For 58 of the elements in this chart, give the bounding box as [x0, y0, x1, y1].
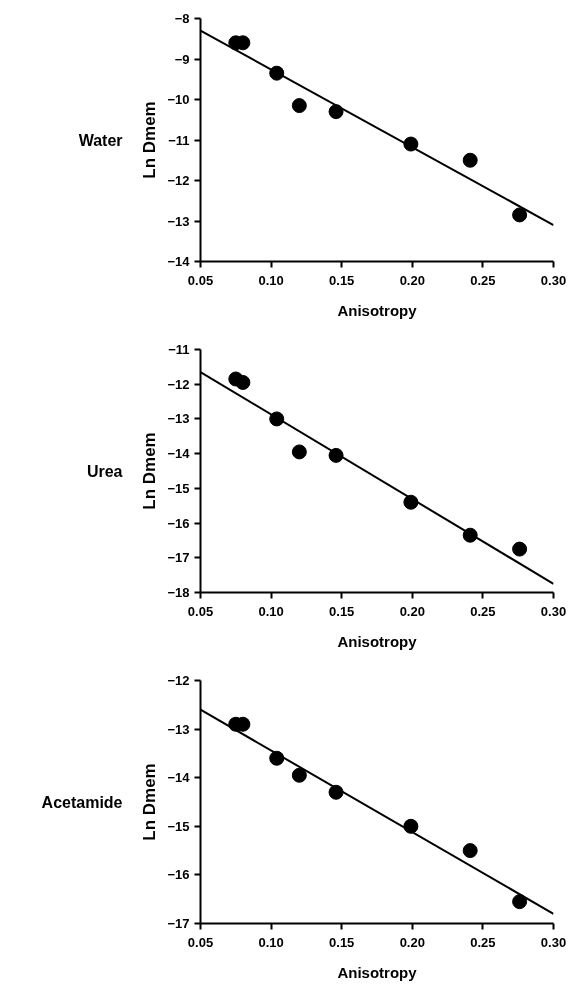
y-tick-label: −10	[167, 92, 190, 107]
y-tick-label: −14	[167, 254, 191, 269]
x-tick-label: 0.05	[187, 603, 214, 619]
x-tick-label: 0.30	[540, 603, 567, 619]
text: Urea	[86, 462, 123, 480]
text: Acetamide	[41, 793, 123, 811]
y-axis-title: Ln Dmem	[140, 101, 160, 179]
y-tick-label: −12	[167, 376, 190, 392]
y-tick-label: −14	[167, 770, 191, 786]
x-tick-label: 0.15	[329, 934, 355, 950]
point	[291, 98, 307, 114]
x-tick-label: 0.25	[470, 603, 496, 619]
x-tick-label: 0.25	[470, 934, 496, 950]
x-tick-label: 0.10	[258, 272, 284, 288]
y-tick-label: −13	[167, 721, 190, 737]
x-tick-label: 0.30	[540, 934, 567, 950]
y-tick-label: −11	[168, 132, 190, 148]
y-tick-label: −8	[174, 11, 190, 26]
x-tick-label: 0.10	[258, 934, 284, 950]
y-tick-label: −11	[168, 342, 190, 357]
y-tick-label: −18	[167, 585, 190, 600]
point	[512, 207, 528, 223]
point	[462, 152, 478, 168]
y-tick-label: −17	[167, 550, 190, 566]
point	[235, 374, 251, 390]
y-tick-label: −17	[167, 916, 190, 931]
point	[462, 843, 478, 859]
point	[328, 104, 344, 120]
x-tick-label: 0.25	[470, 272, 496, 288]
x-tick-label: 0.15	[329, 603, 355, 619]
x-tick-label: 0.05	[187, 934, 214, 950]
x-tick-label: 0.20	[399, 934, 425, 950]
y-axis-title: Ln Dmem	[140, 763, 160, 841]
y-tick-label: −12	[167, 173, 190, 188]
x-tick-label: 0.20	[399, 272, 425, 288]
y-tick-label: −9	[174, 51, 190, 67]
point	[512, 541, 528, 557]
y-axis-title: Ln Dmem	[140, 432, 160, 510]
y-tick-label: −13	[167, 411, 190, 427]
point	[291, 444, 307, 460]
x-tick-label: 0.05	[187, 272, 214, 288]
point	[512, 894, 528, 910]
y-tick-label: −14	[167, 446, 191, 462]
x-tick-label: 0.20	[399, 603, 425, 619]
y-tick-label: −16	[167, 515, 190, 531]
x-tick-label: 0.15	[329, 272, 355, 288]
y-tick-label: −15	[167, 480, 190, 496]
x-tick-label: 0.30	[540, 272, 567, 288]
y-tick-label: −12	[167, 673, 190, 688]
x-axis-title: Anisotropy	[337, 632, 418, 650]
y-tick-label: −13	[167, 213, 190, 229]
x-tick-label: 0.10	[258, 603, 284, 619]
point	[291, 767, 307, 783]
x-axis-title: Anisotropy	[337, 301, 418, 319]
text: Water	[78, 131, 123, 149]
x-axis-title: Anisotropy	[337, 963, 418, 981]
y-tick-label: −15	[167, 818, 190, 834]
y-tick-label: −16	[167, 867, 190, 883]
